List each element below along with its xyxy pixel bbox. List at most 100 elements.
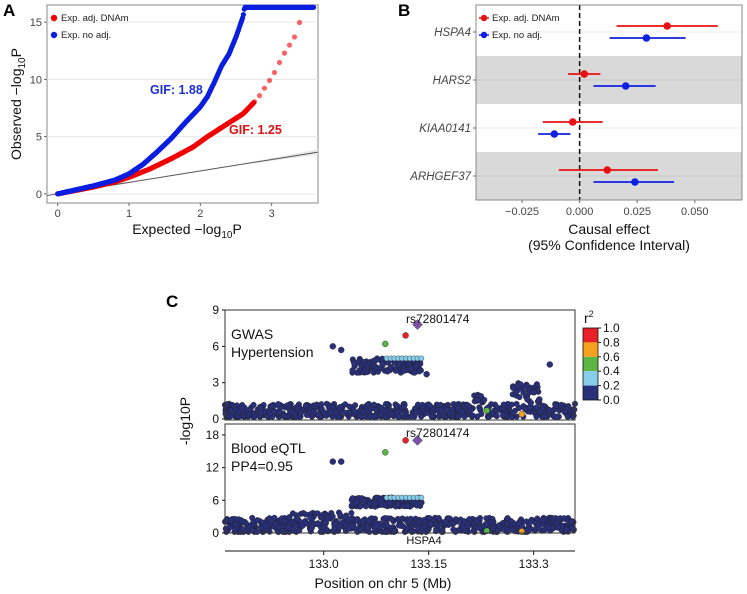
x-tick-label: 133.3 — [519, 557, 549, 571]
snp-point — [246, 406, 253, 413]
snp-point — [295, 406, 302, 413]
colorbar-segment — [583, 385, 598, 400]
snp-point — [285, 524, 292, 531]
plot-area — [46, 4, 319, 204]
snp-point — [382, 401, 389, 408]
snp-point — [354, 499, 361, 506]
snp-point — [540, 516, 547, 523]
y-tick-label: 15 — [30, 17, 42, 29]
snp-point — [455, 413, 462, 420]
snp-point — [381, 408, 388, 415]
snp-point — [477, 405, 484, 412]
snp-point — [349, 495, 356, 502]
snp-point — [474, 518, 481, 525]
snp-point — [258, 405, 265, 412]
y-tick-label: 3 — [212, 376, 219, 390]
snp-point — [262, 522, 269, 529]
gene-label-hspa4[interactable]: HSPA4 — [406, 535, 441, 547]
snp-point-highlight — [546, 361, 553, 368]
reference-ci-band — [228, 149, 318, 167]
snp-point — [404, 502, 411, 509]
snp-point — [269, 402, 276, 409]
category-label: HSPA4 — [434, 27, 471, 39]
data-point — [251, 99, 258, 105]
data-point — [261, 85, 268, 91]
snp-point — [238, 404, 245, 411]
snp-point — [531, 389, 538, 396]
snp-point — [446, 515, 453, 522]
snp-point — [254, 517, 261, 524]
snp-point — [418, 413, 425, 420]
snp-point — [302, 403, 309, 410]
panel-letter-c: C — [166, 292, 178, 311]
snp-point — [373, 365, 380, 372]
lead-snp-label: rs72801474 — [406, 312, 470, 326]
snp-point — [452, 516, 459, 523]
snp-point — [365, 401, 372, 408]
point-estimate — [603, 166, 612, 174]
snp-point — [469, 412, 476, 419]
colorbar-title: r2 — [584, 309, 594, 326]
legend-marker-red — [50, 14, 58, 22]
snp-point — [557, 402, 564, 409]
colorbar-segment — [583, 356, 598, 372]
snp-point — [423, 410, 430, 417]
snp-point — [536, 525, 543, 532]
snp-point — [438, 528, 445, 535]
snp-point — [533, 404, 540, 411]
snp-point — [541, 413, 548, 420]
snp-point-ld — [418, 494, 425, 501]
snp-point — [351, 361, 358, 368]
snp-point — [509, 409, 516, 416]
snp-point — [552, 403, 559, 410]
category-label: ARHGEF37 — [409, 171, 471, 183]
panel-letter-a: A — [3, 1, 15, 20]
snp-point — [336, 524, 343, 531]
snp-point — [363, 362, 370, 369]
gwas-track-frame — [224, 309, 576, 421]
eqtl-track-frame — [224, 423, 576, 534]
snp-point — [504, 520, 511, 527]
point-estimate — [642, 34, 651, 42]
snp-point — [564, 413, 571, 420]
snp-point — [349, 522, 356, 529]
snp-point-highlight — [338, 346, 345, 354]
snp-point-highlight — [338, 458, 345, 465]
snp-point — [321, 409, 328, 416]
point-estimate — [580, 70, 589, 78]
snp-point — [307, 514, 314, 521]
legend-label: Exp. no adj. — [492, 30, 542, 41]
snp-point — [336, 404, 343, 411]
snp-point — [528, 518, 535, 525]
snp-point — [293, 515, 300, 522]
snp-point — [396, 360, 403, 367]
snp-point — [438, 407, 445, 414]
snp-point — [413, 409, 420, 416]
snp-point — [382, 515, 389, 522]
snp-point — [545, 523, 552, 530]
snp-point — [426, 402, 433, 409]
data-point — [276, 59, 283, 66]
snp-point — [438, 520, 445, 527]
snp-point — [383, 522, 390, 529]
x-tick-label: 0.025 — [623, 206, 651, 218]
snp-point — [408, 528, 415, 535]
snp-point — [428, 413, 435, 420]
colorbar-label: 1.0 — [603, 321, 620, 335]
data-point — [311, 4, 317, 10]
snp-point — [464, 522, 471, 529]
snp-point — [359, 517, 366, 524]
snp-point — [312, 402, 319, 409]
point-estimate — [631, 178, 639, 186]
colorbar-label: 0.8 — [603, 335, 620, 349]
snp-point — [413, 502, 420, 509]
snp-point-highlight — [382, 340, 389, 348]
gwas-track-subtitle: Hypertension — [231, 344, 314, 360]
snp-point — [522, 406, 529, 413]
snp-point — [416, 519, 423, 526]
snp-point — [348, 510, 355, 517]
snp-point — [561, 409, 568, 416]
x-tick-label: 1 — [126, 208, 132, 220]
snp-point — [292, 522, 299, 529]
snp-point — [346, 403, 353, 410]
